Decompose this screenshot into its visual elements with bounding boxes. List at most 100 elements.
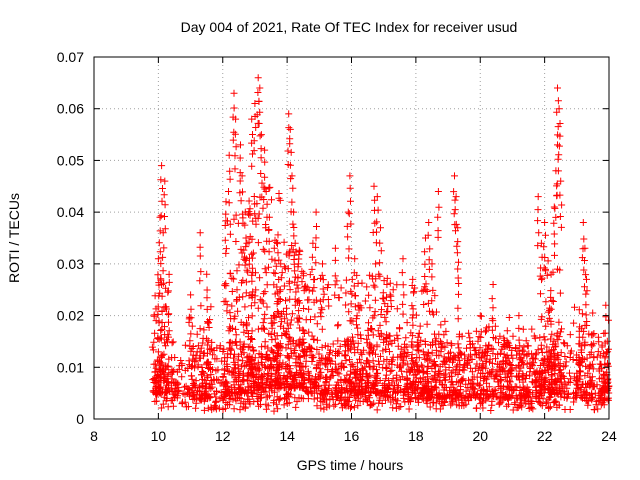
- data-point: [196, 348, 204, 356]
- data-point: [254, 239, 262, 247]
- data-point: [538, 383, 546, 391]
- data-point: [258, 179, 266, 187]
- data-point: [289, 246, 297, 254]
- data-point: [264, 370, 272, 377]
- data-point: [152, 364, 160, 372]
- data-point: [275, 190, 283, 197]
- data-point: [263, 200, 271, 208]
- data-point: [462, 387, 470, 395]
- data-point: [154, 255, 162, 263]
- data-point: [531, 355, 539, 363]
- data-point: [250, 347, 258, 355]
- data-point: [219, 406, 227, 413]
- data-point: [558, 325, 565, 333]
- data-point: [497, 376, 505, 384]
- data-point: [378, 306, 385, 314]
- data-point: [357, 335, 365, 342]
- data-point: [543, 271, 551, 279]
- data-point: [399, 255, 407, 263]
- data-point: [211, 355, 219, 363]
- data-point: [449, 367, 457, 375]
- data-point: [538, 349, 546, 356]
- data-point: [286, 125, 294, 133]
- data-point: [257, 154, 265, 162]
- data-point: [334, 350, 341, 357]
- data-point: [160, 369, 168, 377]
- data-point: [360, 346, 368, 354]
- data-point: [514, 404, 522, 411]
- data-point: [283, 379, 291, 387]
- data-point: [242, 322, 250, 330]
- data-point: [276, 296, 284, 303]
- data-point: [320, 405, 328, 413]
- data-point: [160, 371, 168, 379]
- data-point: [486, 358, 493, 366]
- data-point: [399, 310, 407, 318]
- data-point: [241, 221, 249, 229]
- data-point: [514, 347, 522, 355]
- grid-lines: [94, 57, 609, 419]
- data-point: [225, 199, 233, 207]
- data-point: [366, 350, 374, 358]
- data-point: [199, 334, 207, 342]
- data-point: [286, 161, 294, 169]
- data-point: [398, 367, 406, 375]
- data-point: [436, 370, 444, 377]
- data-point: [455, 344, 463, 352]
- data-point: [566, 406, 574, 413]
- data-point: [316, 390, 324, 398]
- x-tick-label: 10: [151, 428, 167, 444]
- data-point: [208, 345, 216, 353]
- data-point: [188, 363, 196, 371]
- data-point: [575, 333, 583, 341]
- data-point: [488, 326, 496, 334]
- data-point: [437, 321, 445, 329]
- data-point: [376, 389, 384, 397]
- data-point: [300, 339, 308, 346]
- data-point: [231, 165, 239, 173]
- data-point: [450, 188, 458, 196]
- data-point: [428, 349, 436, 357]
- data-point: [248, 277, 256, 285]
- data-point: [546, 403, 554, 411]
- data-point: [540, 333, 548, 341]
- data-point: [475, 382, 483, 390]
- data-point: [309, 381, 317, 389]
- data-point: [229, 136, 237, 144]
- data-point: [352, 370, 360, 378]
- data-point: [232, 211, 240, 219]
- data-point: [301, 282, 309, 290]
- data-point: [383, 293, 390, 301]
- data-point: [506, 370, 514, 378]
- data-point: [274, 405, 282, 413]
- data-point: [343, 371, 351, 379]
- data-point: [534, 242, 542, 250]
- data-point: [241, 208, 249, 216]
- data-point: [346, 184, 354, 192]
- data-point: [274, 362, 282, 370]
- data-point: [467, 393, 475, 401]
- data-point: [305, 296, 313, 304]
- data-point: [189, 351, 197, 359]
- data-point: [414, 393, 422, 401]
- data-point: [455, 258, 462, 266]
- data-point: [452, 220, 460, 228]
- data-point: [226, 175, 234, 183]
- data-point: [354, 402, 362, 410]
- data-point: [520, 343, 528, 351]
- data-point: [261, 288, 269, 296]
- data-point: [292, 288, 300, 296]
- data-point: [245, 197, 253, 205]
- data-point: [383, 331, 391, 339]
- data-point: [285, 333, 293, 341]
- data-point: [477, 333, 485, 341]
- data-point: [313, 320, 321, 328]
- data-point: [554, 155, 562, 163]
- data-point: [310, 336, 318, 344]
- data-point: [472, 364, 480, 372]
- data-point: [248, 312, 256, 320]
- data-point: [519, 392, 527, 400]
- data-point: [187, 347, 195, 355]
- data-point: [351, 343, 359, 351]
- data-point: [162, 388, 170, 396]
